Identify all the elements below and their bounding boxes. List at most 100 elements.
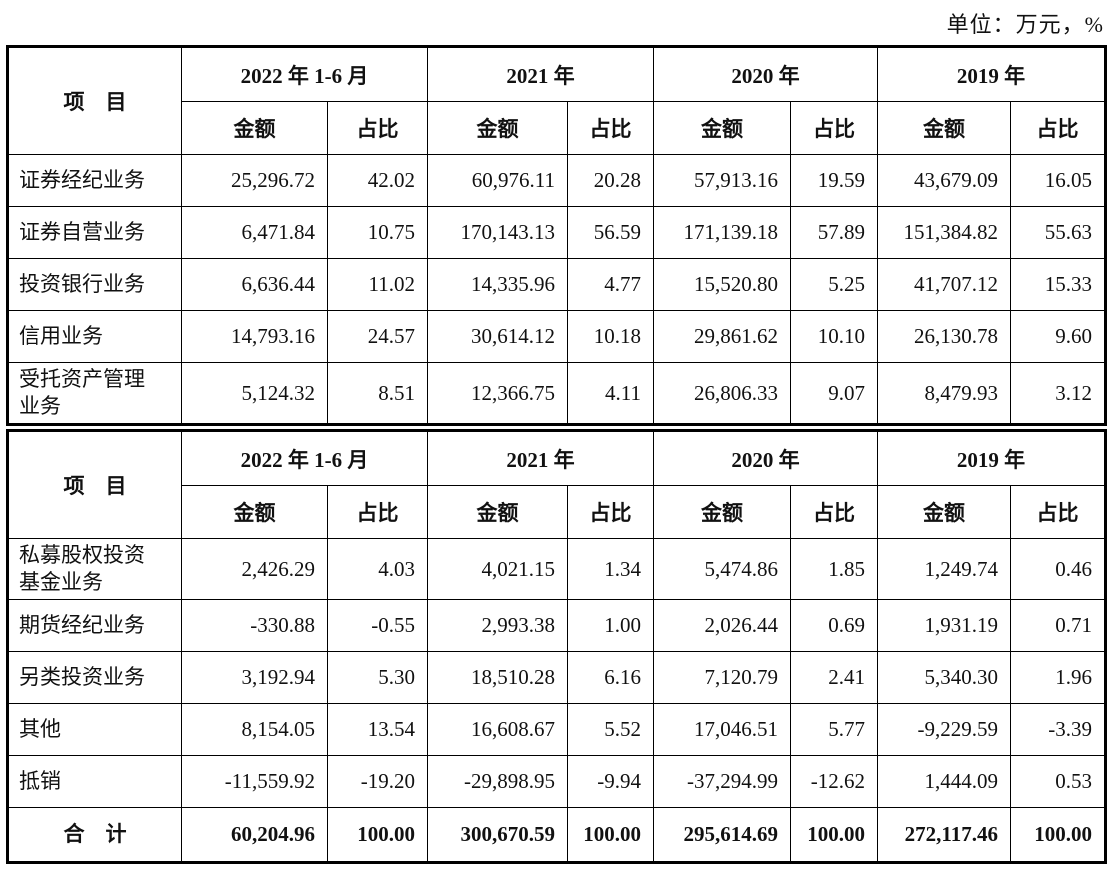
amount-cell: 295,614.69: [653, 807, 791, 863]
share-cell: 56.59: [567, 206, 654, 259]
amount-header-2: 金额: [653, 485, 791, 539]
amount-cell: 14,335.96: [427, 258, 568, 311]
amount-cell: 26,130.78: [877, 310, 1011, 363]
table-row: 证券自营业务 6,471.84 10.75 170,143.13 56.59 171,13…: [7, 206, 1106, 259]
amount-cell: 41,707.12: [877, 258, 1011, 311]
share-cell: 4.77: [567, 258, 654, 311]
amount-cell: -29,898.95: [427, 755, 568, 808]
period-header-0: 2022 年 1-6 月: [181, 430, 428, 486]
share-cell: 0.53: [1010, 755, 1106, 808]
share-cell: 6.16: [567, 651, 654, 704]
table-row: 投资银行业务 6,636.44 11.02 14,335.96 4.77 15,520.8…: [7, 258, 1106, 311]
table-row: 信用业务 14,793.16 24.57 30,614.12 10.18 29,861.6…: [7, 310, 1106, 363]
amount-header-3: 金额: [877, 101, 1011, 155]
amount-header-2: 金额: [653, 101, 791, 155]
amount-cell: 1,931.19: [877, 599, 1011, 652]
share-cell: -9.94: [567, 755, 654, 808]
share-header-0: 占比: [327, 485, 428, 539]
header-sub-row: 金额 占比 金额 占比 金额 占比 金额 占比: [8, 485, 1106, 539]
amount-cell: 6,471.84: [181, 206, 328, 259]
item-cell: 证券经纪业务: [7, 154, 182, 207]
share-header-3: 占比: [1010, 101, 1106, 155]
share-cell: 5.77: [790, 703, 878, 756]
amount-cell: 8,154.05: [181, 703, 328, 756]
share-cell: 24.57: [327, 310, 428, 363]
share-cell: 100.00: [1010, 807, 1106, 863]
share-header-0: 占比: [327, 101, 428, 155]
segment-revenue-table-main: 项 目 2022 年 1-6 月 2021 年 2020 年 2019 年金额 占比 金额占…: [6, 45, 1107, 426]
amount-cell: 25,296.72: [181, 154, 328, 207]
amount-cell: -37,294.99: [653, 755, 791, 808]
amount-cell: 2,026.44: [653, 599, 791, 652]
amount-cell: -9,229.59: [877, 703, 1011, 756]
share-cell: 55.63: [1010, 206, 1106, 259]
share-cell: 16.05: [1010, 154, 1106, 207]
amount-header-0: 金额: [181, 101, 328, 155]
share-cell: 5.52: [567, 703, 654, 756]
item-cell: 抵销: [7, 755, 182, 808]
amount-cell: 1,249.74: [877, 538, 1011, 600]
amount-cell: 5,474.86: [653, 538, 791, 600]
amount-cell: 8,479.93: [877, 362, 1011, 425]
share-cell: 100.00: [327, 807, 428, 863]
amount-cell: 2,426.29: [181, 538, 328, 600]
share-cell: 100.00: [567, 807, 654, 863]
period-header-2: 2020 年: [653, 46, 878, 102]
share-cell: 15.33: [1010, 258, 1106, 311]
table-row: 证券经纪业务 25,296.72 42.02 60,976.11 20.28 57,913…: [7, 154, 1106, 207]
item-column-header: 项 目: [7, 430, 182, 539]
share-cell: -0.55: [327, 599, 428, 652]
share-cell: 1.96: [1010, 651, 1106, 704]
item-cell: 合 计: [7, 807, 182, 863]
amount-cell: 7,120.79: [653, 651, 791, 704]
amount-cell: 171,139.18: [653, 206, 791, 259]
amount-header-1: 金额: [427, 101, 568, 155]
header-group-row: 项 目 2022 年 1-6 月 2021 年 2020 年 2019 年: [7, 46, 1106, 155]
table-row: 私募股权投资基金业务 2,426.29 4.03 4,021.15 1.34 5,474.…: [7, 538, 1106, 600]
amount-cell: 12,366.75: [427, 362, 568, 425]
share-cell: -19.20: [327, 755, 428, 808]
amount-cell: 26,806.33: [653, 362, 791, 425]
share-cell: 2.41: [790, 651, 878, 704]
amount-cell: 5,124.32: [181, 362, 328, 425]
amount-cell: 15,520.80: [653, 258, 791, 311]
item-cell: 受托资产管理业务: [7, 362, 182, 425]
item-cell: 私募股权投资基金业务: [7, 538, 182, 600]
share-cell: 9.07: [790, 362, 878, 425]
amount-cell: -330.88: [181, 599, 328, 652]
amount-cell: 60,976.11: [427, 154, 568, 207]
item-cell: 投资银行业务: [7, 258, 182, 311]
amount-cell: 2,993.38: [427, 599, 568, 652]
amount-cell: 3,192.94: [181, 651, 328, 704]
amount-header-1: 金额: [427, 485, 568, 539]
unit-label: 单位：万元，%: [946, 12, 1104, 37]
share-cell: -3.39: [1010, 703, 1106, 756]
amount-cell: 5,340.30: [877, 651, 1011, 704]
period-header-3: 2019 年: [877, 46, 1106, 102]
table-row: 受托资产管理业务 5,124.32 8.51 12,366.75 4.11 26,806.…: [7, 362, 1106, 425]
share-cell: 0.71: [1010, 599, 1106, 652]
share-cell: 3.12: [1010, 362, 1106, 425]
share-cell: 4.11: [567, 362, 654, 425]
share-cell: 42.02: [327, 154, 428, 207]
share-cell: 13.54: [327, 703, 428, 756]
share-cell: 4.03: [327, 538, 428, 600]
share-header-2: 占比: [790, 485, 878, 539]
table-row: 期货经纪业务 -330.88 -0.55 2,993.38 1.00 2,026.44 0.…: [7, 599, 1106, 652]
amount-cell: 300,670.59: [427, 807, 568, 863]
period-header-2: 2020 年: [653, 430, 878, 486]
amount-cell: 272,117.46: [877, 807, 1011, 863]
period-header-1: 2021 年: [427, 46, 654, 102]
share-cell: 1.00: [567, 599, 654, 652]
share-cell: 10.18: [567, 310, 654, 363]
amount-cell: 151,384.82: [877, 206, 1011, 259]
share-cell: 19.59: [790, 154, 878, 207]
period-header-0: 2022 年 1-6 月: [181, 46, 428, 102]
item-cell: 信用业务: [7, 310, 182, 363]
share-cell: -12.62: [790, 755, 878, 808]
item-cell: 另类投资业务: [7, 651, 182, 704]
amount-cell: 4,021.15: [427, 538, 568, 600]
amount-cell: 170,143.13: [427, 206, 568, 259]
share-header-3: 占比: [1010, 485, 1106, 539]
share-cell: 100.00: [790, 807, 878, 863]
